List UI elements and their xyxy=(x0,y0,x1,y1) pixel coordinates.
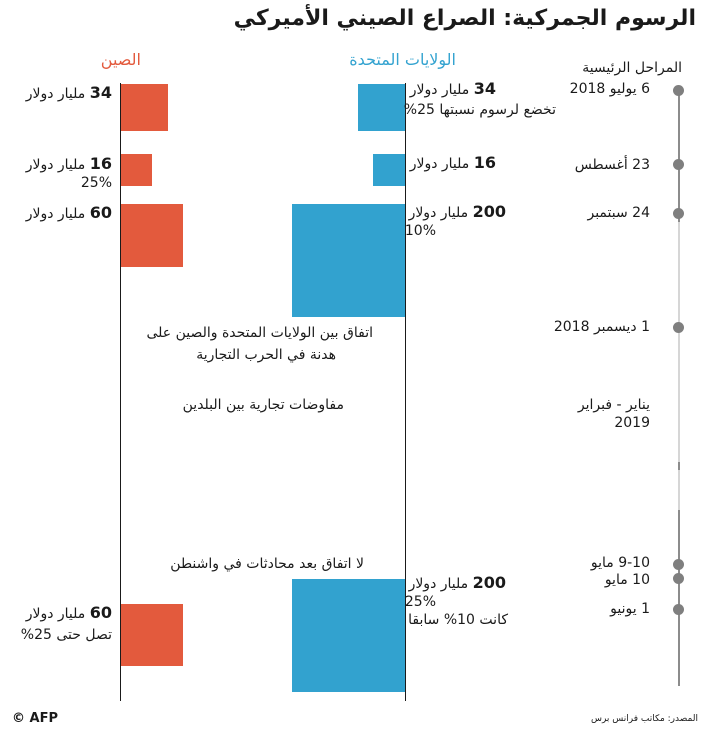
us-tariff-bar xyxy=(292,579,405,692)
date-label: 23 أغسطس xyxy=(574,157,650,173)
china-tariff-bar xyxy=(121,604,183,666)
event-truce: هدنة في الحرب التجارية xyxy=(196,347,336,363)
us-value-label: 16 مليار دولار xyxy=(409,153,496,173)
timeline-dot xyxy=(673,322,684,333)
us-axis xyxy=(405,83,406,701)
date-label: 10 مايو xyxy=(604,572,650,588)
us-tariff-bar xyxy=(358,84,405,131)
timeline-dot xyxy=(673,85,684,96)
timeline-dot xyxy=(673,159,684,170)
china-value-label: 34 مليار دولار xyxy=(25,83,112,103)
china-tariff-bar xyxy=(121,154,152,186)
timeline-gap-segment xyxy=(678,470,680,510)
event-truce: اتفاق بين الولايات المتحدة والصين على xyxy=(146,325,373,341)
source-note: المصدر: مكاتب فرانس برس xyxy=(590,714,698,724)
us-value-label: 200 مليار دولار xyxy=(408,202,506,222)
event-no-deal: لا اتفاق بعد محادثات في واشنطن xyxy=(170,556,364,572)
us-tariff-bar xyxy=(373,154,405,186)
us-value-label: 34 مليار دولار xyxy=(409,79,496,99)
date-label: يناير - فبراير xyxy=(577,397,650,413)
page-title: الرسوم الجمركية: الصراع الصيني الأميركي xyxy=(233,6,696,31)
us-note-label: 10% xyxy=(404,223,436,239)
timeline-dot xyxy=(673,604,684,615)
china-tariff-bar xyxy=(121,204,183,267)
china-value-label: 60 مليار دولار xyxy=(25,603,112,623)
timeline-dot xyxy=(673,208,684,219)
china-axis xyxy=(120,83,121,701)
us-note-label: تخضع لرسوم نسبتها 25% xyxy=(403,102,556,118)
us-note-label: 25% xyxy=(404,594,436,610)
china-column-header: الصين xyxy=(100,50,141,69)
event-talks: مفاوضات تجارية بين البلدين xyxy=(182,397,344,413)
phases-column-header: المراحل الرئيسية xyxy=(582,60,682,76)
afp-logo: © AFP xyxy=(12,711,58,726)
us-column-header: الولايات المتحدة xyxy=(349,50,456,69)
date-label: 9-10 مايو xyxy=(590,555,650,571)
us-value-label: 200 مليار دولار xyxy=(408,573,506,593)
timeline-dot xyxy=(673,573,684,584)
date-label: 6 يوليو 2018 xyxy=(569,81,650,97)
china-value-label: 60 مليار دولار xyxy=(25,203,112,223)
timeline-dot xyxy=(673,559,684,570)
china-tariff-bar xyxy=(121,84,168,131)
date-label: 1 يونيو xyxy=(610,601,650,617)
china-note-label: تصل حتى 25% xyxy=(20,627,112,643)
china-value-label: 16 مليار دولار xyxy=(25,154,112,174)
date-label: 24 سبتمبر xyxy=(587,205,650,221)
china-note-label: 25% xyxy=(80,175,112,191)
timeline-gap-segment xyxy=(678,222,680,462)
us-tariff-bar xyxy=(292,204,405,317)
date-label: 2019 xyxy=(614,415,650,431)
us-note-label: كانت 10% سابقا xyxy=(408,612,508,628)
date-label: 1 ديسمبر 2018 xyxy=(553,319,650,335)
